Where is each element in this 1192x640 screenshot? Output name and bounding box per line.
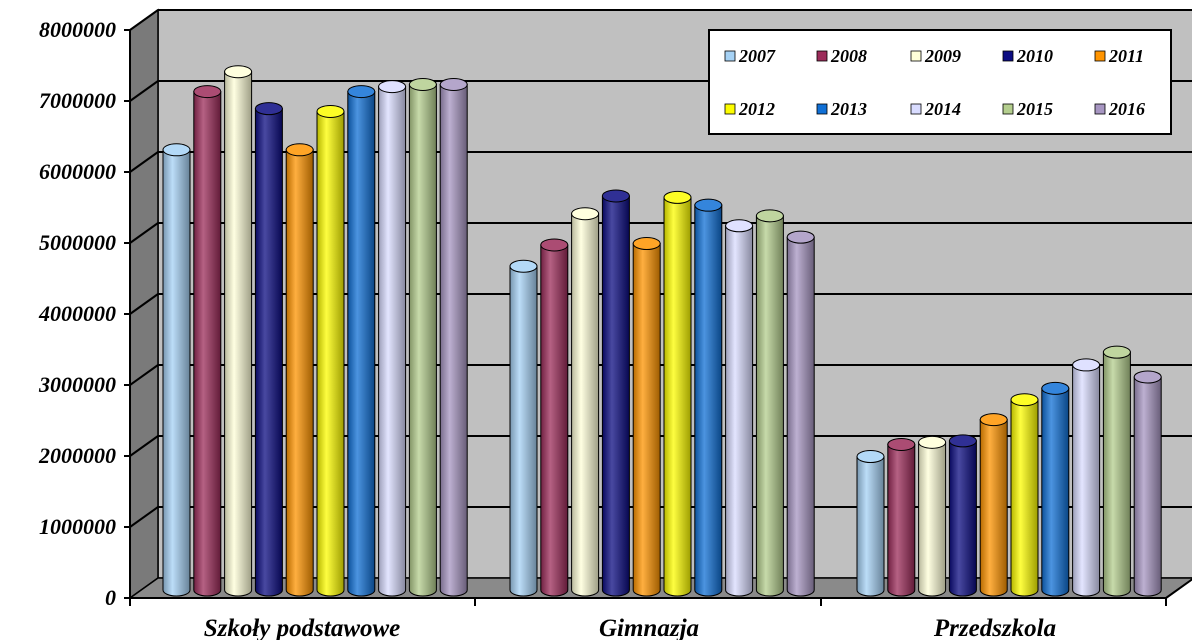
legend-box xyxy=(708,29,1172,135)
legend-item: 2013 xyxy=(816,99,867,119)
gridline-side xyxy=(129,506,159,528)
legend-label: 2010 xyxy=(1016,46,1053,66)
legend-swatch xyxy=(910,103,922,115)
gridline-side xyxy=(129,435,159,457)
bar xyxy=(786,230,815,597)
bar xyxy=(887,437,916,597)
legend-label: 2011 xyxy=(1108,46,1144,66)
bar xyxy=(694,198,723,597)
legend-item: 2014 xyxy=(910,99,961,119)
bar xyxy=(193,85,222,597)
bar xyxy=(1072,358,1101,597)
bar xyxy=(1010,393,1039,597)
legend-swatch xyxy=(1094,103,1106,115)
gridline-side xyxy=(129,151,159,173)
legend-item: 2012 xyxy=(724,99,775,119)
bar xyxy=(254,102,283,597)
legend-swatch xyxy=(1002,50,1014,62)
bar xyxy=(663,190,692,597)
gridline-side xyxy=(129,364,159,386)
x-category-label: Gimnazja xyxy=(599,615,699,640)
legend-swatch xyxy=(816,50,828,62)
bar xyxy=(948,434,977,597)
bar xyxy=(347,85,376,597)
legend-item: 2015 xyxy=(1002,99,1053,119)
y-tick-label: 0 xyxy=(105,585,116,610)
bar xyxy=(725,219,754,597)
legend-item: 2016 xyxy=(1094,99,1145,119)
y-tick-label: 3000000 xyxy=(38,372,116,397)
bar xyxy=(571,207,600,597)
legend-item: 2011 xyxy=(1094,46,1144,66)
legend-label: 2015 xyxy=(1016,99,1053,119)
bar xyxy=(509,259,538,597)
gridline-side xyxy=(129,293,159,315)
legend-label: 2014 xyxy=(924,99,961,119)
bar xyxy=(1133,370,1162,597)
legend-item: 2007 xyxy=(724,46,776,66)
bar xyxy=(162,143,191,597)
bar xyxy=(918,435,947,597)
bar xyxy=(408,77,437,597)
legend-swatch xyxy=(1002,103,1014,115)
bar xyxy=(755,209,784,597)
legend-label: 2012 xyxy=(738,99,775,119)
bar xyxy=(316,104,345,597)
legend-item: 2009 xyxy=(910,46,961,66)
y-tick-label: 7000000 xyxy=(39,88,116,113)
y-tick-label: 1000000 xyxy=(39,514,116,539)
bar xyxy=(979,413,1008,597)
legend-item: 2008 xyxy=(816,46,867,66)
y-tick-label: 8000000 xyxy=(39,17,116,42)
bar xyxy=(1102,345,1131,597)
bar xyxy=(1041,381,1070,597)
y-tick-label: 4000000 xyxy=(38,301,116,326)
y-tick-label: 5000000 xyxy=(39,230,116,255)
x-axis-edge xyxy=(1165,578,1192,599)
x-category-label: Przedszkola xyxy=(933,615,1056,640)
y-axis: 0 1000000 2000000 3000000 4000000 5000000 6000… xyxy=(38,17,131,610)
x-category-label: Szkoły podstawowe xyxy=(204,615,401,640)
legend-label: 2013 xyxy=(830,99,867,119)
legend-item: 2010 xyxy=(1002,46,1053,66)
bar xyxy=(632,237,661,597)
bars xyxy=(162,65,1162,597)
bar xyxy=(439,77,468,597)
legend-label: 2007 xyxy=(738,46,776,66)
bar xyxy=(224,65,253,597)
bar xyxy=(856,450,885,597)
y-tick-label: 2000000 xyxy=(38,443,116,468)
gridline-side xyxy=(129,9,159,31)
legend-swatch xyxy=(1094,50,1106,62)
gridline-side xyxy=(129,80,159,102)
legend-label: 2009 xyxy=(924,46,961,66)
legend-label: 2008 xyxy=(830,46,867,66)
y-tick-label: 6000000 xyxy=(39,159,116,184)
x-axis: Szkoły podstawowe Gimnazja Przedszkola xyxy=(129,578,1192,640)
bar xyxy=(285,143,314,597)
gridline-side xyxy=(129,222,159,244)
legend-swatch xyxy=(910,50,922,62)
legend-swatch xyxy=(724,50,736,62)
legend-swatch xyxy=(724,103,736,115)
bar xyxy=(601,189,630,597)
bar xyxy=(378,80,407,597)
bar xyxy=(540,238,569,597)
legend-swatch xyxy=(816,103,828,115)
legend-label: 2016 xyxy=(1108,99,1145,119)
legend: 2007 2008 2009 2010 2011 2012 2013 2014 2015 2016 xyxy=(708,29,1172,135)
